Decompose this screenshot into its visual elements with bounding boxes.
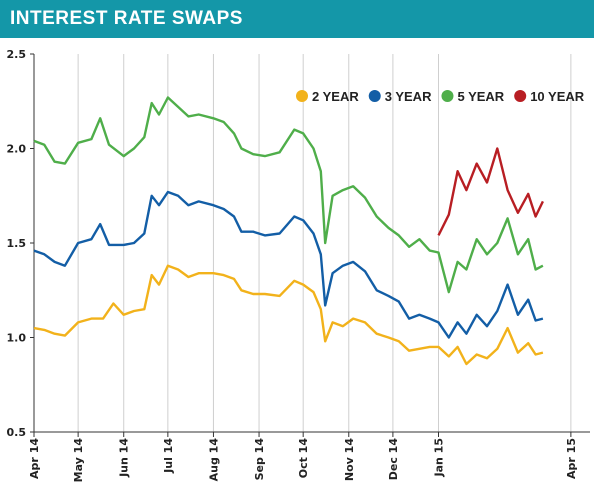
- legend-swatch-10-year: [514, 90, 527, 102]
- x-tick-label: May 14: [72, 438, 85, 483]
- legend-swatch-2-year: [296, 90, 308, 102]
- series-line-5-year: [33, 96, 544, 294]
- y-tick-label: 1.0: [7, 332, 27, 345]
- x-tick-label: Apr 14: [28, 438, 41, 479]
- legend: 2 YEAR 3 YEAR 5 YEAR 10 YEAR: [296, 89, 585, 104]
- legend-label-5-year: 5 YEAR: [457, 89, 504, 104]
- line-chart: 0.5 1.0 1.5 2.0 2.5 Apr 14 May 14 Jun 14 Jul 14…: [7, 48, 590, 482]
- x-tick-label: Jan 15: [432, 438, 445, 477]
- y-tick-label: 2.0: [7, 143, 27, 156]
- axes: [33, 54, 590, 433]
- grid-lines: [77, 54, 572, 432]
- legend-label-3-year: 3 YEAR: [385, 89, 432, 104]
- legend-label-2-year: 2 YEAR: [312, 89, 359, 104]
- x-tick-label: Dec 14: [387, 438, 400, 481]
- x-tick-label: Jul 14: [162, 438, 175, 474]
- chart-title: INTEREST RATE SWAPS: [10, 8, 243, 29]
- y-axis-ticks: 0.5 1.0 1.5 2.0 2.5: [7, 48, 34, 439]
- chart-header: INTEREST RATE SWAPS: [0, 0, 594, 38]
- x-tick-label: Aug 14: [207, 438, 220, 482]
- legend-label-10-year: 10 YEAR: [530, 89, 585, 104]
- y-tick-label: 2.5: [7, 48, 27, 61]
- legend-swatch-5-year: [441, 90, 454, 102]
- series-line-10-year: [437, 147, 544, 236]
- x-tick-label: Apr 15: [565, 438, 578, 479]
- series-lines: [33, 96, 544, 366]
- x-tick-label: Oct 14: [297, 438, 310, 479]
- y-tick-label: 0.5: [7, 426, 27, 439]
- x-tick-label: Nov 14: [343, 438, 356, 481]
- y-tick-label: 1.5: [7, 237, 27, 250]
- series-line-2-year: [33, 264, 544, 366]
- legend-swatch-3-year: [368, 90, 381, 102]
- x-tick-label: Sep 14: [253, 438, 266, 481]
- x-tick-label: Jun 14: [118, 438, 131, 478]
- series-line-3-year: [33, 190, 544, 339]
- x-axis-ticks: Apr 14 May 14 Jun 14 Jul 14 Aug 14 Sep 14 Oct …: [28, 432, 578, 482]
